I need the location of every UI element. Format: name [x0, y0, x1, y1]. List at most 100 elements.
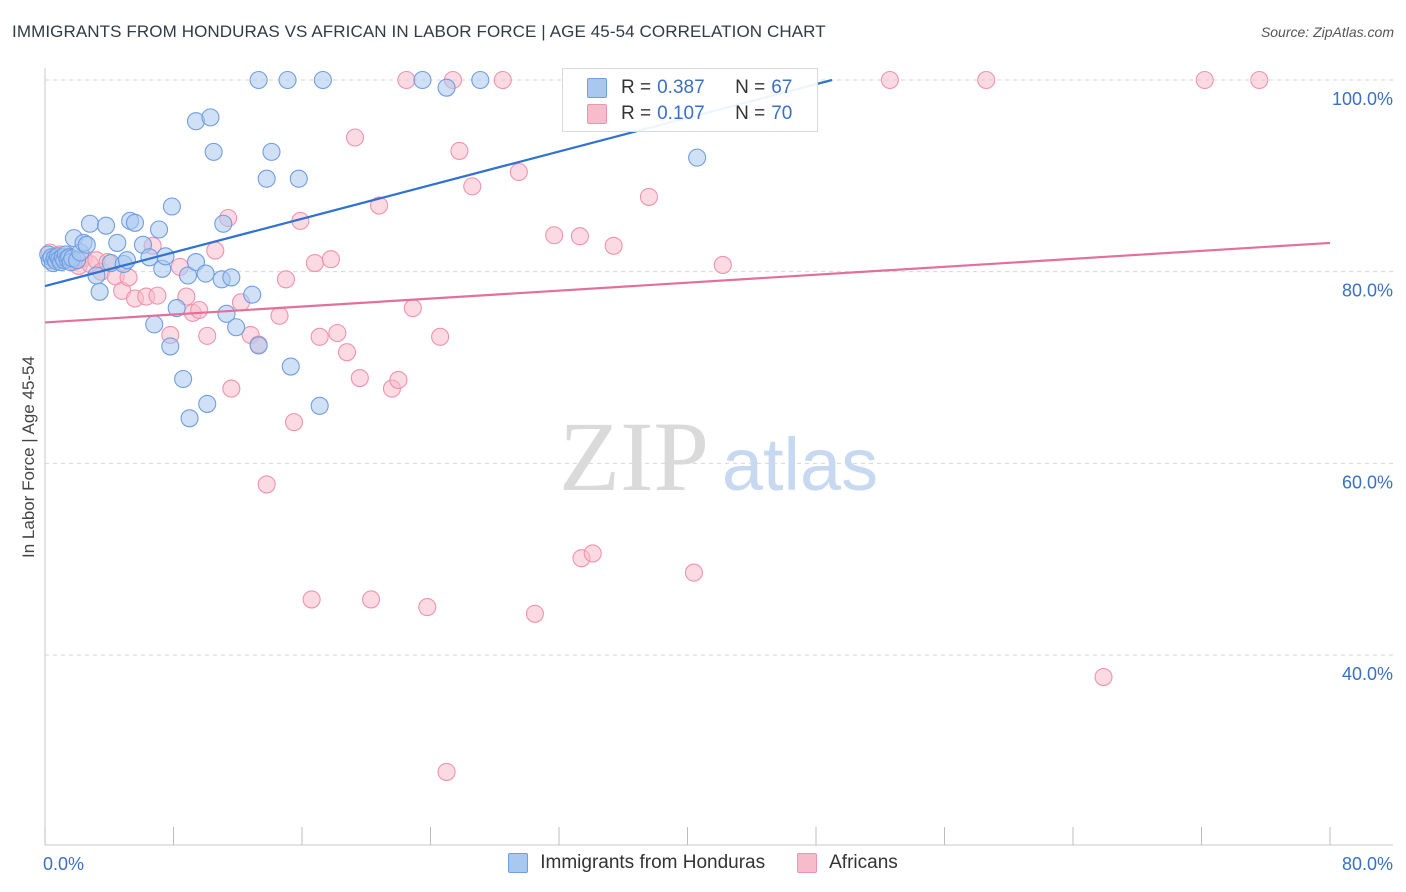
grid-lines — [45, 79, 1393, 656]
point-honduras — [688, 148, 707, 167]
trend-line-africans — [44, 241, 1331, 324]
legend-row-honduras: R = 0.387 N = 67 — [563, 75, 792, 101]
legend-row-africans: R = 0.107 N = 70 — [563, 101, 792, 127]
point-africans — [431, 327, 450, 346]
point-africans — [1250, 70, 1269, 90]
point-honduras — [149, 220, 169, 239]
point-honduras — [437, 78, 456, 97]
point-africans — [1195, 70, 1214, 90]
point-africans — [403, 299, 422, 318]
point-africans — [305, 253, 324, 273]
point-honduras — [249, 336, 268, 355]
legend-r-value: 0.387 — [657, 77, 705, 98]
point-honduras — [162, 197, 181, 216]
point-honduras — [257, 169, 276, 188]
point-honduras — [125, 213, 144, 232]
axis-labels: 40.0% 60.0% 80.0% 100.0% 0.0% 80.0% In Labor F… — [19, 89, 1393, 874]
y-tick-label: 80.0% — [1342, 281, 1393, 301]
point-africans — [284, 413, 304, 432]
point-honduras — [196, 264, 215, 283]
point-africans — [437, 762, 456, 781]
y-tick-label: 60.0% — [1342, 472, 1393, 492]
point-africans — [206, 241, 225, 260]
point-honduras — [249, 70, 268, 90]
point-africans — [198, 326, 217, 345]
y-tick-label: 40.0% — [1342, 664, 1393, 684]
point-africans — [222, 379, 241, 398]
point-africans — [276, 270, 295, 289]
point-africans — [509, 162, 528, 182]
legend-n-label: N = — [735, 77, 766, 98]
legend-swatch-blue — [508, 853, 529, 873]
point-honduras — [413, 70, 432, 90]
point-honduras — [174, 369, 193, 389]
watermark-atlas: atlas — [722, 423, 878, 506]
legend-label-honduras: Immigrants from Honduras — [540, 852, 766, 873]
point-honduras — [289, 169, 308, 188]
legend-label-africans: Africans — [829, 852, 898, 873]
data-points — [39, 70, 1269, 781]
chart-title: IMMIGRANTS FROM HONDURAS VS AFRICAN IN L… — [12, 22, 826, 41]
x-tick-label-max: 80.0% — [1342, 854, 1393, 874]
point-honduras — [310, 396, 329, 415]
point-honduras — [204, 142, 223, 161]
point-honduras — [262, 142, 281, 161]
point-honduras — [201, 108, 220, 127]
point-africans — [1094, 667, 1113, 687]
point-honduras — [145, 315, 164, 334]
legend-n-value: 67 — [771, 77, 793, 98]
point-africans — [639, 187, 659, 206]
point-africans — [450, 141, 469, 160]
legend-r-label: R = — [621, 103, 652, 124]
point-africans — [493, 70, 512, 90]
y-axis-title: In Labor Force | Age 45-54 — [19, 356, 38, 558]
point-africans — [525, 604, 544, 623]
legend-swatch-pink — [587, 104, 607, 124]
watermark-zip: ZIP — [559, 401, 709, 512]
point-honduras — [178, 266, 198, 285]
point-honduras — [77, 235, 96, 254]
point-africans — [370, 196, 389, 215]
point-africans — [345, 128, 365, 147]
point-africans — [583, 544, 602, 563]
source-credit: Source: ZipAtlas.com — [1260, 24, 1394, 40]
point-honduras — [243, 285, 262, 304]
point-honduras — [180, 409, 199, 428]
point-honduras — [96, 216, 116, 235]
legend-item-honduras[interactable]: Immigrants from Honduras — [508, 852, 765, 874]
point-honduras — [281, 357, 300, 376]
point-africans — [302, 590, 321, 609]
point-africans — [321, 250, 340, 269]
point-honduras — [198, 394, 217, 413]
point-africans — [350, 368, 369, 388]
legend-swatch-pink — [797, 853, 818, 873]
point-honduras — [214, 214, 233, 233]
point-africans — [389, 370, 408, 390]
point-honduras — [161, 337, 180, 356]
point-africans — [148, 286, 167, 305]
point-africans — [570, 227, 589, 246]
axes — [44, 68, 1393, 846]
point-africans — [880, 70, 899, 90]
y-tick-label: 100.0% — [1332, 89, 1393, 109]
point-africans — [463, 177, 482, 196]
legend-item-africans[interactable]: Africans — [797, 852, 898, 874]
point-honduras — [167, 299, 186, 318]
point-africans — [713, 255, 732, 275]
correlation-legend: R = 0.387 N = 67 R = 0.107 N = 70 — [562, 68, 818, 132]
point-honduras — [80, 214, 100, 233]
point-honduras — [222, 268, 241, 287]
point-honduras — [108, 233, 127, 252]
legend-n-value: 70 — [771, 103, 793, 124]
point-africans — [310, 327, 329, 346]
legend-r-label: R = — [621, 77, 652, 98]
point-africans — [604, 236, 623, 255]
point-honduras — [227, 318, 246, 337]
point-honduras — [313, 70, 332, 90]
point-honduras — [90, 282, 109, 301]
point-africans — [257, 475, 276, 494]
watermark: ZIP atlas — [559, 401, 878, 512]
x-tick-label-min: 0.0% — [43, 854, 84, 874]
legend-r-value: 0.107 — [657, 103, 705, 124]
point-africans — [190, 300, 209, 320]
